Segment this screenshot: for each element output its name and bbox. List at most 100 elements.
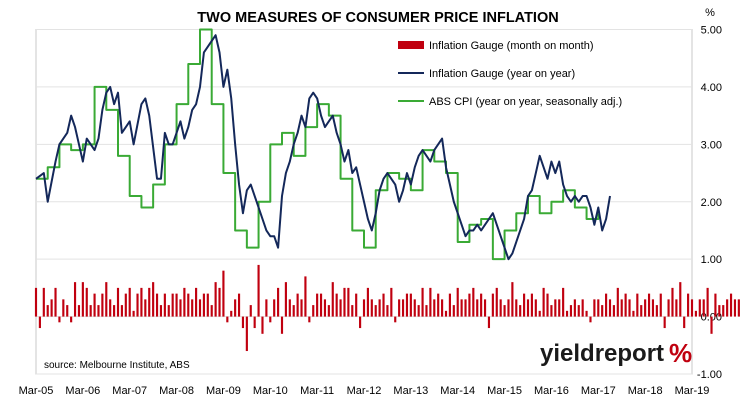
y-tick-label: -1.00 bbox=[697, 369, 722, 381]
x-tick-label: Mar-18 bbox=[628, 385, 663, 397]
bar bbox=[659, 293, 662, 317]
bar bbox=[456, 287, 459, 317]
bar bbox=[273, 299, 276, 317]
bar bbox=[253, 316, 256, 329]
bar bbox=[343, 287, 346, 317]
bar bbox=[144, 299, 147, 317]
bar bbox=[468, 293, 471, 317]
bar bbox=[187, 293, 190, 317]
bar bbox=[523, 293, 526, 317]
bar bbox=[222, 270, 225, 317]
brand-logo: yieldreport % bbox=[540, 338, 692, 368]
bar bbox=[647, 293, 651, 317]
bar bbox=[444, 310, 448, 317]
x-tick-label: Mar-11 bbox=[300, 385, 334, 397]
x-tick-label: Mar-17 bbox=[581, 385, 616, 397]
bar bbox=[729, 293, 733, 317]
bar bbox=[175, 293, 178, 317]
bar bbox=[280, 316, 284, 334]
bar bbox=[612, 305, 615, 317]
bar bbox=[378, 299, 381, 317]
bar bbox=[702, 299, 705, 317]
x-tick-label: Mar-16 bbox=[534, 385, 569, 397]
bar bbox=[312, 305, 315, 317]
bar bbox=[85, 287, 88, 317]
bar bbox=[526, 299, 530, 317]
bar bbox=[81, 282, 84, 317]
bar bbox=[722, 305, 725, 317]
bar bbox=[148, 287, 151, 317]
bar bbox=[234, 299, 237, 317]
bar bbox=[230, 310, 233, 317]
bar bbox=[401, 299, 405, 317]
bar bbox=[706, 287, 709, 317]
bar bbox=[167, 305, 170, 317]
bar bbox=[433, 299, 436, 317]
y-tick-label: 2.00 bbox=[701, 197, 722, 209]
bar bbox=[710, 316, 713, 334]
bar bbox=[683, 316, 686, 329]
bar bbox=[316, 293, 319, 317]
bar bbox=[323, 299, 327, 317]
bar bbox=[733, 299, 737, 317]
bar bbox=[359, 316, 362, 329]
bar bbox=[503, 305, 506, 317]
bar bbox=[632, 310, 635, 317]
bar bbox=[214, 282, 217, 317]
y-tick-label: 5.00 bbox=[701, 25, 722, 37]
bar bbox=[480, 293, 483, 317]
x-tick-label: Mar-09 bbox=[206, 385, 241, 397]
bar bbox=[152, 282, 155, 317]
bar bbox=[269, 316, 272, 323]
y-tick-label: 1.00 bbox=[701, 254, 722, 266]
bar bbox=[737, 299, 740, 317]
bar bbox=[132, 310, 135, 317]
bar bbox=[93, 293, 96, 317]
bar bbox=[386, 305, 389, 317]
bar bbox=[429, 287, 432, 317]
bar bbox=[538, 310, 541, 317]
legend-label: ABS CPI (year on year, seasonally adj.) bbox=[429, 96, 622, 108]
bar bbox=[464, 299, 467, 317]
bar bbox=[249, 305, 252, 317]
legend-swatch-bar bbox=[398, 41, 424, 49]
bar bbox=[452, 305, 455, 317]
bar bbox=[542, 287, 545, 317]
bar bbox=[366, 287, 369, 317]
y-axis: 5.004.003.002.001.000.00-1.00 bbox=[697, 25, 722, 382]
bar bbox=[608, 299, 612, 317]
bar bbox=[616, 287, 619, 317]
bar bbox=[585, 310, 588, 317]
bar bbox=[179, 299, 182, 317]
bar bbox=[327, 305, 330, 317]
x-tick-label: Mar-06 bbox=[65, 385, 100, 397]
bar bbox=[288, 299, 291, 317]
bar bbox=[569, 305, 573, 317]
brand-percent-symbol: % bbox=[669, 338, 692, 368]
bar bbox=[382, 293, 385, 317]
bar bbox=[546, 293, 549, 317]
bar bbox=[640, 305, 643, 317]
bar bbox=[534, 299, 537, 317]
bar bbox=[58, 316, 61, 323]
bar bbox=[558, 299, 561, 317]
y-axis-unit: % bbox=[705, 7, 715, 19]
bar bbox=[515, 299, 518, 317]
bar bbox=[124, 293, 127, 317]
bar bbox=[483, 299, 487, 317]
bar bbox=[370, 299, 373, 317]
bar bbox=[136, 293, 139, 317]
chart-title: TWO MEASURES OF CONSUMER PRICE INFLATION bbox=[197, 10, 558, 26]
bar bbox=[163, 293, 166, 317]
bar bbox=[296, 293, 299, 317]
bar bbox=[109, 299, 112, 317]
bar bbox=[651, 299, 655, 317]
bar bbox=[339, 299, 342, 317]
x-axis: Mar-05 Mar-06 Mar-07 Mar-08 Mar-09 Mar-10 Mar-… bbox=[19, 385, 710, 397]
bar bbox=[210, 305, 213, 317]
bar bbox=[284, 282, 287, 317]
bar bbox=[620, 299, 623, 317]
bar bbox=[355, 293, 358, 317]
bar bbox=[140, 287, 143, 317]
bar bbox=[593, 299, 596, 317]
